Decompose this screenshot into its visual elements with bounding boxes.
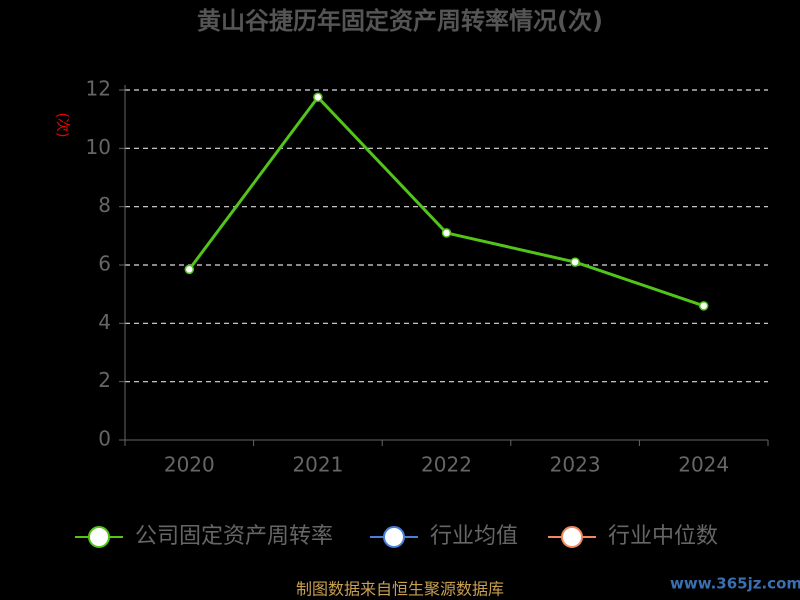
legend-label: 行业中位数 xyxy=(608,524,718,549)
x-tick-label: 2024 xyxy=(678,453,729,477)
y-tick-label: 12 xyxy=(86,77,111,101)
x-tick-label: 2022 xyxy=(421,453,472,477)
y-tick-label: 6 xyxy=(98,252,111,276)
data-point xyxy=(441,228,452,238)
source-note: 制图数据来自恒生聚源数据库 xyxy=(296,580,504,599)
watermark: www.365jz.com xyxy=(670,575,800,593)
y-tick-label: 2 xyxy=(98,368,111,392)
data-point xyxy=(313,92,323,103)
legend-marker xyxy=(561,526,583,548)
y-tick-label: 0 xyxy=(98,427,111,451)
legend-label: 行业均值 xyxy=(430,524,518,549)
x-tick-label: 2023 xyxy=(550,453,601,477)
x-tick-label: 2021 xyxy=(292,453,343,477)
legend-label: 公司固定资产周转率 xyxy=(135,524,333,549)
data-point xyxy=(698,301,709,311)
series-line xyxy=(188,94,705,308)
legend-marker xyxy=(88,526,110,548)
chart-title: 黄山谷捷历年固定资产周转率情况(次) xyxy=(197,7,603,35)
data-point xyxy=(184,264,195,275)
x-tick-label: 2020 xyxy=(164,453,215,477)
y-tick-label: 8 xyxy=(98,193,111,217)
y-tick-label: 10 xyxy=(86,135,111,159)
y-axis-label: (次) xyxy=(54,113,70,138)
data-point xyxy=(570,257,580,267)
y-tick-label: 4 xyxy=(98,310,111,334)
legend-marker xyxy=(383,526,405,548)
